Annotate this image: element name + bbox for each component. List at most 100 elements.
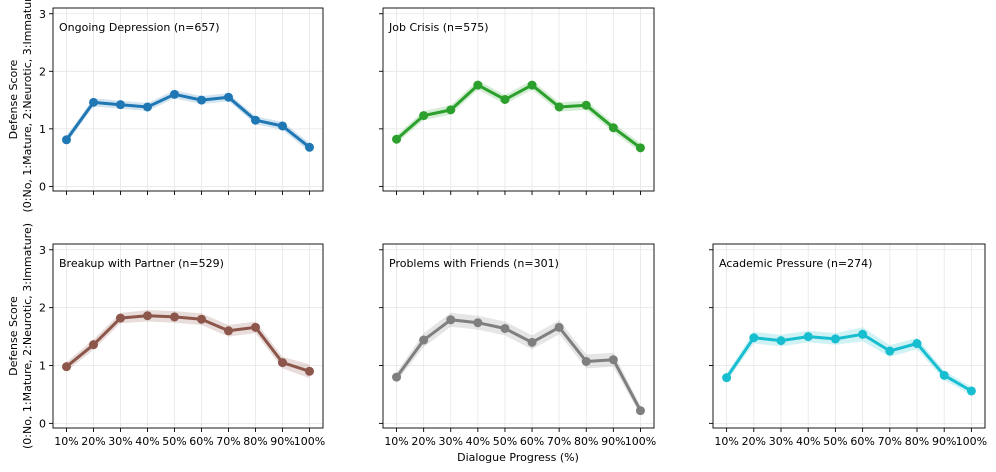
panel-4-point-60pct	[527, 337, 537, 347]
panel-3-point-30pct	[116, 313, 125, 323]
panel-3-point-80pct	[251, 322, 260, 332]
panel-4-point-10pct	[392, 372, 402, 382]
panel-5-xtick-label: 30%	[769, 435, 793, 448]
panel-5-point-60pct	[858, 329, 868, 339]
panel-3-xtick-label: 30%	[108, 435, 132, 448]
panel-3-point-10pct	[62, 362, 71, 372]
panel-4-title: Problems with Friends (n=301)	[389, 257, 559, 270]
panel-3-ytick-label: 2	[39, 302, 46, 315]
y-axis-label-line1: Defense Score	[7, 59, 20, 139]
panel-2-point-80pct	[581, 100, 591, 110]
panel-5-point-80pct	[912, 339, 922, 349]
panel-5-xtick-label: 60%	[850, 435, 874, 448]
panel-4-point-100pct	[635, 406, 645, 416]
panel-1-point-30pct	[116, 100, 125, 110]
y-axis-label-row-2: Defense Score (0:No, 1:Mature, 2:Neurotic…	[7, 223, 34, 449]
panel-1-title: Ongoing Depression (n=657)	[59, 21, 220, 34]
panel-4-xtick-label: 40%	[466, 435, 490, 448]
panel-3-series-line	[65, 314, 310, 373]
panel-4-point-40pct	[473, 318, 483, 328]
panel-3-point-70pct	[224, 326, 233, 336]
panel-3-ytick-label: 0	[39, 417, 46, 430]
panel-5-point-70pct	[885, 346, 895, 356]
panel-3-xtick-label: 100%	[294, 435, 325, 448]
panel-3-xtick-label: 80%	[243, 435, 267, 448]
panel-2-ci-band	[396, 80, 641, 153]
panel-1-ci-band	[66, 90, 310, 152]
panel-3-point-20pct	[89, 340, 98, 350]
panel-4-frame	[382, 243, 655, 429]
panel-2-point-60pct	[527, 80, 537, 90]
panel-5-xtick-label: 80%	[905, 435, 929, 448]
panel-1-point-100pct	[305, 142, 314, 152]
panel-1-point-20pct	[89, 97, 98, 107]
panel-1-point-80pct	[251, 115, 260, 125]
panel-3-xtick-label: 90%	[270, 435, 294, 448]
panel-3-ytick-label: 3	[39, 244, 46, 257]
panel-1-frame	[52, 7, 324, 192]
y-axis-label-line1: Defense Score	[7, 296, 20, 376]
panel-1-point-90pct	[278, 121, 287, 131]
panel-2-title: Job Crisis (n=575)	[388, 21, 489, 34]
panel-1-point-60pct	[197, 95, 206, 105]
panel-5-point-40pct	[803, 332, 813, 342]
panel-5-xtick-label: 70%	[878, 435, 902, 448]
panel-5-xtick-label: 100%	[956, 435, 987, 448]
panel-1-point-40pct	[143, 102, 152, 112]
panel-4-xtick-label: 50%	[493, 435, 517, 448]
panel-5-point-30pct	[776, 336, 786, 346]
panel-4-xtick-label: 20%	[411, 435, 435, 448]
panel-2-point-30pct	[446, 105, 456, 115]
panel-2-point-100pct	[635, 143, 645, 153]
panel-3-xtick-label: 70%	[216, 435, 240, 448]
panel-4-point-30pct	[446, 315, 456, 325]
panel-4-xtick-label: 60%	[520, 435, 544, 448]
panel-1-point-10pct	[62, 135, 71, 145]
panel-5-frame	[712, 243, 986, 429]
panel-5-point-10pct	[722, 373, 732, 383]
panel-4-xtick-label: 80%	[574, 435, 598, 448]
panel-5-point-100pct	[966, 386, 976, 396]
panel-1-point-70pct	[224, 92, 233, 102]
panel-2-series-line	[395, 83, 642, 150]
panel-3-ytick-label: 1	[39, 360, 46, 373]
panel-5-point-90pct	[939, 370, 949, 380]
panel-3-ci-band	[66, 310, 310, 379]
panel-4-ci-band	[396, 312, 641, 416]
panel-3-point-40pct	[143, 311, 152, 321]
panel-5-point-50pct	[830, 334, 840, 344]
panel-1-ytick-label: 2	[39, 65, 46, 78]
panel-5-xtick-label: 20%	[742, 435, 766, 448]
panel-2-point-70pct	[554, 102, 564, 112]
panel-2-point-50pct	[500, 95, 510, 104]
panel-4-xtick-label: 100%	[625, 435, 656, 448]
y-axis-label-row-1: Defense Score (0:No, 1:Mature, 2:Neurotic…	[7, 0, 34, 213]
panel-4-point-90pct	[608, 355, 618, 365]
panel-4-point-20pct	[419, 335, 429, 345]
panel-1-point-50pct	[170, 89, 179, 99]
panel-5-xtick-label: 50%	[823, 435, 847, 448]
panel-3-title: Breakup with Partner (n=529)	[59, 257, 224, 270]
panel-2-point-20pct	[419, 111, 429, 121]
panel-4-point-80pct	[581, 356, 591, 366]
panel-3-point-100pct	[305, 366, 314, 376]
panel-2-point-40pct	[473, 80, 483, 90]
y-axis-label-line2: (0:No, 1:Mature, 2:Neurotic, 3:Immature)	[21, 223, 34, 449]
panel-5-point-20pct	[749, 333, 759, 343]
panel-3-xtick-label: 50%	[162, 435, 186, 448]
y-axis-label-line2: (0:No, 1:Mature, 2:Neurotic, 3:Immature)	[21, 0, 34, 213]
panel-5-xtick-label: 40%	[796, 435, 820, 448]
panel-4-xtick-label: 30%	[439, 435, 463, 448]
panel-3-xtick-label: 60%	[189, 435, 213, 448]
panel-3-frame	[52, 243, 324, 429]
panel-5-xtick-label: 10%	[714, 435, 738, 448]
panel-4-xtick-label: 70%	[547, 435, 571, 448]
panel-5-title: Academic Pressure (n=274)	[719, 257, 872, 270]
x-axis-label: Dialogue Progress (%)	[457, 451, 579, 464]
panel-3-point-50pct	[170, 312, 179, 322]
panel-4-xtick-label: 90%	[601, 435, 625, 448]
panel-3-point-90pct	[278, 358, 287, 368]
panel-1-ytick-label: 0	[39, 180, 46, 193]
panel-2-point-90pct	[608, 123, 618, 133]
